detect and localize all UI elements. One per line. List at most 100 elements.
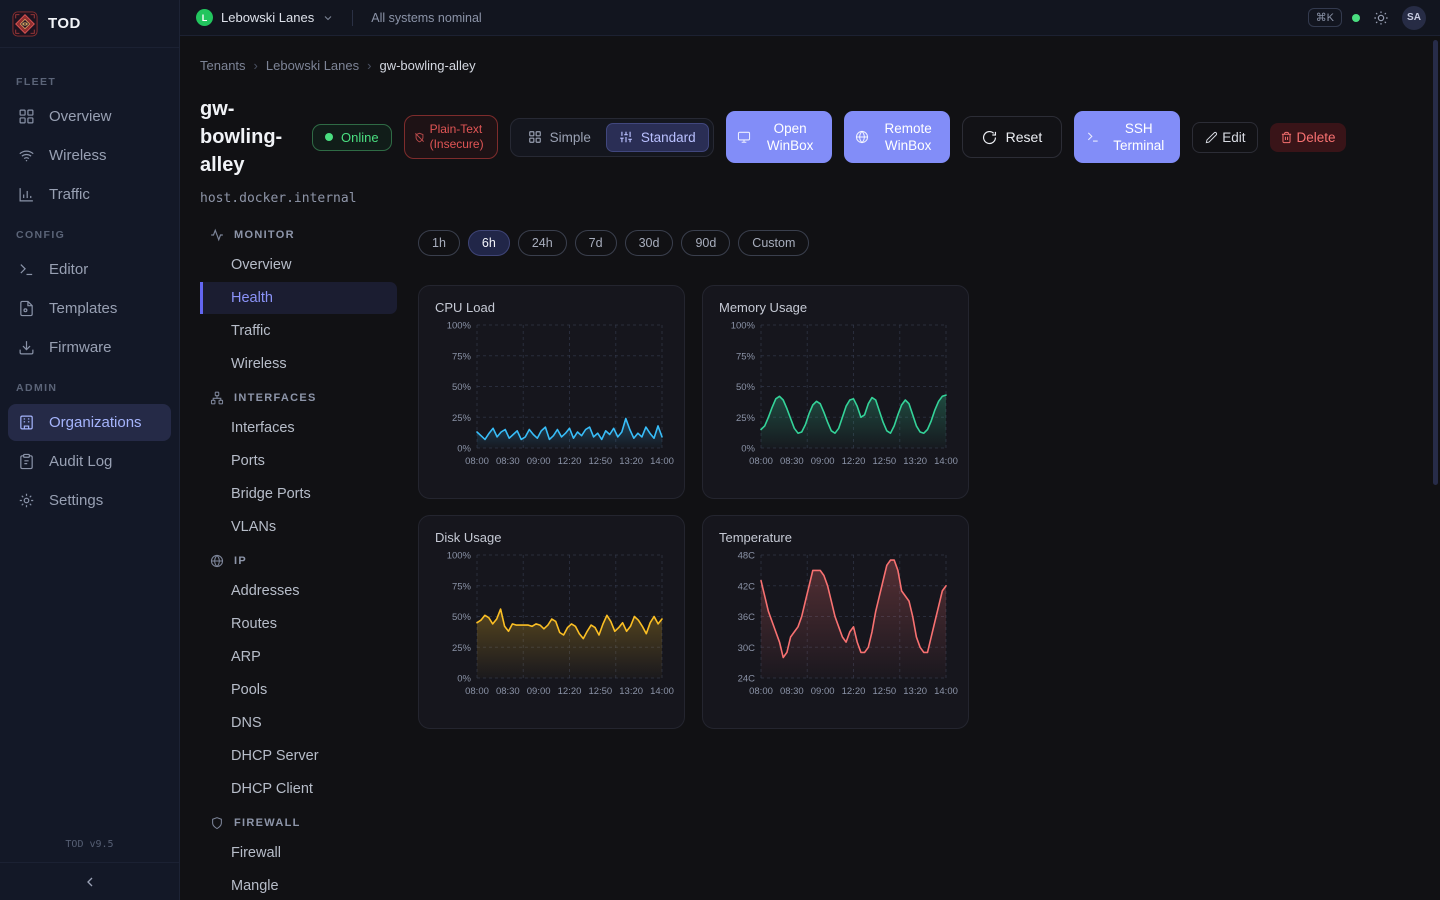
svg-text:12:20: 12:20 (558, 686, 582, 697)
grid-icon (18, 108, 35, 125)
globe-icon (855, 130, 869, 144)
svg-text:100%: 100% (447, 551, 472, 562)
svg-text:09:00: 09:00 (811, 686, 835, 697)
user-avatar[interactable]: SA (1402, 5, 1426, 30)
subnav-item-routes[interactable]: Routes (231, 616, 277, 632)
sidebar-item-overview[interactable]: Overview (8, 98, 171, 135)
view-mode-standard-label: Standard (640, 129, 696, 145)
topbar: L Lebowski Lanes All systems nominal ⌘K … (180, 0, 1440, 36)
sidebar-item-label: Traffic (49, 186, 90, 203)
subnav-item-overview[interactable]: Overview (231, 257, 292, 273)
sidebar-section-fleet: FLEET (16, 76, 57, 88)
time-range-24h[interactable]: 24h (517, 230, 567, 256)
app-logo[interactable]: TOD (0, 0, 179, 48)
sidebar-item-label: Templates (49, 300, 118, 317)
svg-text:24C: 24C (738, 674, 756, 685)
breadcrumb-tenants[interactable]: Tenants (200, 58, 246, 73)
theme-toggle-button[interactable] (1370, 7, 1392, 29)
sidebar-item-settings[interactable]: Settings (8, 482, 171, 519)
subnav-item-dhcp-client[interactable]: DHCP Client (231, 781, 313, 797)
svg-text:0%: 0% (457, 674, 471, 685)
svg-text:14:00: 14:00 (934, 456, 958, 467)
subnav-item-firewall[interactable]: Firewall (231, 845, 281, 861)
time-range-6h[interactable]: 6h (467, 230, 510, 256)
health-panel: 1h 6h 24h 7d 30d 90d Custom CPU Load 100… (418, 218, 969, 900)
svg-text:09:00: 09:00 (527, 456, 551, 467)
edit-button[interactable]: Edit (1192, 121, 1259, 153)
svg-text:09:00: 09:00 (811, 456, 835, 467)
subnav-item-dhcp-server[interactable]: DHCP Server (231, 748, 319, 764)
svg-text:0%: 0% (457, 444, 471, 455)
svg-text:13:20: 13:20 (619, 456, 643, 467)
breadcrumb-device: gw-bowling-alley (379, 58, 476, 73)
sidebar-item-label: Overview (49, 108, 112, 125)
subnav-group-monitor: MONITOR (200, 218, 397, 248)
open-winbox-label: Open WinBox (766, 121, 814, 153)
time-range-1h[interactable]: 1h (418, 230, 460, 256)
svg-text:30C: 30C (738, 643, 756, 654)
view-mode-simple[interactable]: Simple (515, 123, 604, 152)
svg-text:08:00: 08:00 (749, 456, 773, 467)
sidebar-item-organizations[interactable]: Organizations (8, 404, 171, 441)
time-range-7d[interactable]: 7d (574, 230, 617, 256)
svg-text:0%: 0% (741, 444, 755, 455)
time-range-custom[interactable]: Custom (738, 230, 810, 256)
trash-icon (1280, 131, 1293, 144)
vertical-scrollbar[interactable] (1433, 40, 1438, 485)
temperature-chart-card: Temperature 48C 42C 36C 30C 24C 08:00 08:30 09:… (702, 515, 969, 729)
subnav-item-health[interactable]: Health (200, 282, 397, 314)
clipboard-icon (18, 453, 35, 470)
subnav-item-vlans[interactable]: VLANs (231, 519, 277, 535)
sidebar-item-templates[interactable]: Templates (8, 290, 171, 327)
security-badge-label: Plain-Text (Insecure) (429, 122, 484, 151)
reset-button[interactable]: Reset (961, 116, 1063, 158)
sidebar-item-wireless[interactable]: Wireless (8, 137, 171, 174)
view-mode-simple-label: Simple (549, 129, 591, 145)
time-range-90d[interactable]: 90d (681, 230, 731, 256)
open-winbox-button[interactable]: Open WinBox (725, 111, 832, 163)
app-logo-icon (12, 10, 38, 37)
sidebar-item-traffic[interactable]: Traffic (8, 176, 171, 213)
tenant-selector[interactable]: L Lebowski Lanes (196, 9, 334, 26)
subnav-item-addresses[interactable]: Addresses (231, 583, 300, 599)
subnav-item-dns[interactable]: DNS (231, 715, 262, 731)
subnav-item-wireless[interactable]: Wireless (231, 356, 287, 372)
shield-icon (210, 816, 224, 830)
subnav-item-ports[interactable]: Ports (231, 453, 265, 469)
tenant-avatar: L (196, 9, 213, 26)
delete-button[interactable]: Delete (1270, 122, 1346, 152)
subnav-item-bridge-ports[interactable]: Bridge Ports (231, 486, 311, 502)
system-status-message: All systems nominal (371, 10, 482, 25)
sidebar-item-editor[interactable]: Editor (8, 251, 171, 288)
view-mode-toggle: Simple Standard (509, 117, 714, 157)
remote-winbox-button[interactable]: Remote WinBox (843, 111, 950, 163)
sidebar-item-firmware[interactable]: Firmware (8, 329, 171, 366)
download-icon (18, 339, 35, 356)
remote-winbox-label: Remote WinBox (884, 121, 932, 153)
subnav-item-traffic[interactable]: Traffic (231, 323, 271, 339)
sidebar-collapse-button[interactable] (0, 862, 179, 900)
svg-text:100%: 100% (447, 321, 472, 332)
breadcrumb-separator: › (367, 58, 372, 73)
breadcrumb-separator: › (253, 58, 258, 73)
command-palette-shortcut[interactable]: ⌘K (1307, 8, 1342, 27)
device-body: MONITOR Overview Health Traffic Wireless… (200, 218, 1440, 900)
svg-text:75%: 75% (452, 581, 472, 592)
chevron-down-icon (322, 12, 334, 24)
sidebar-footer: TOD v9.5 (0, 829, 179, 900)
svg-text:08:30: 08:30 (496, 456, 520, 467)
svg-text:08:30: 08:30 (780, 686, 804, 697)
subnav-item-mangle[interactable]: Mangle (231, 878, 279, 894)
time-range-30d[interactable]: 30d (624, 230, 674, 256)
subnav-item-arp[interactable]: ARP (231, 649, 261, 665)
breadcrumb-tenant[interactable]: Lebowski Lanes (265, 58, 360, 73)
sidebar-item-audit-log[interactable]: Audit Log (8, 443, 171, 480)
subnav-item-interfaces[interactable]: Interfaces (231, 420, 295, 436)
view-mode-standard[interactable]: Standard (605, 122, 709, 152)
monitor-icon (737, 130, 751, 144)
svg-text:13:20: 13:20 (903, 456, 927, 467)
ssh-terminal-button[interactable]: SSH Terminal (1074, 111, 1181, 163)
activity-icon (210, 228, 224, 242)
subnav-item-pools[interactable]: Pools (231, 682, 268, 698)
